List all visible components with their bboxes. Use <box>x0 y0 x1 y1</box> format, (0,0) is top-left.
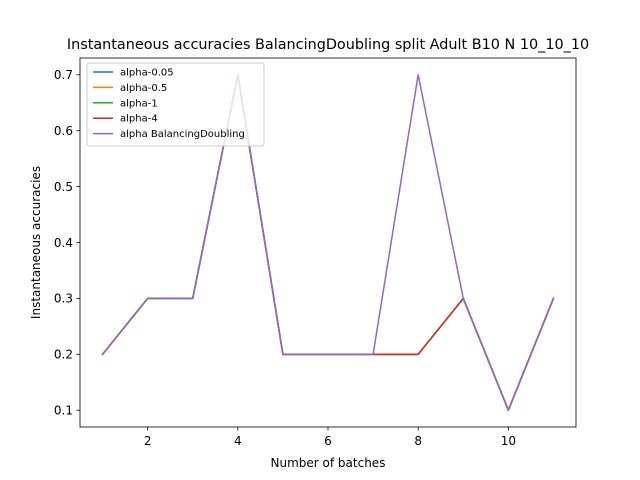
y-axis-label: Instantaneous accuracies <box>29 166 43 319</box>
y-tick-label: 0.5 <box>54 180 73 194</box>
x-tick-label: 8 <box>414 434 422 448</box>
legend-box <box>86 62 265 147</box>
legend-label: alpha-1 <box>120 98 158 109</box>
legend: alpha-0.05 alpha-0.5 alpha-1 alpha-4 alpha B… <box>86 62 265 147</box>
y-tick-label: 0.3 <box>54 292 73 306</box>
y-tick-label: 0.4 <box>54 236 73 250</box>
ticks: 2 4 6 8 10 0.1 0.2 0.3 0.4 0.5 0.6 0.7 <box>54 68 516 448</box>
legend-label: alpha-0.5 <box>120 83 167 94</box>
x-tick-label: 2 <box>144 434 152 448</box>
y-tick-label: 0.6 <box>54 124 73 138</box>
x-tick-label: 6 <box>324 434 332 448</box>
series-lines <box>101 74 555 411</box>
y-tick-label: 0.2 <box>54 348 73 362</box>
series-line-4 <box>101 74 555 411</box>
legend-label: alpha-0.05 <box>120 68 174 79</box>
chart-title: Instantaneous accuracies BalancingDoubli… <box>67 37 589 53</box>
legend-label: alpha BalancingDoubling <box>120 129 245 140</box>
x-tick-label: 10 <box>501 434 516 448</box>
legend-label: alpha-4 <box>120 114 158 125</box>
x-axis-label: Number of batches <box>271 456 386 470</box>
x-tick-label: 4 <box>234 434 242 448</box>
y-tick-label: 0.7 <box>54 68 73 82</box>
y-tick-label: 0.1 <box>54 404 73 418</box>
